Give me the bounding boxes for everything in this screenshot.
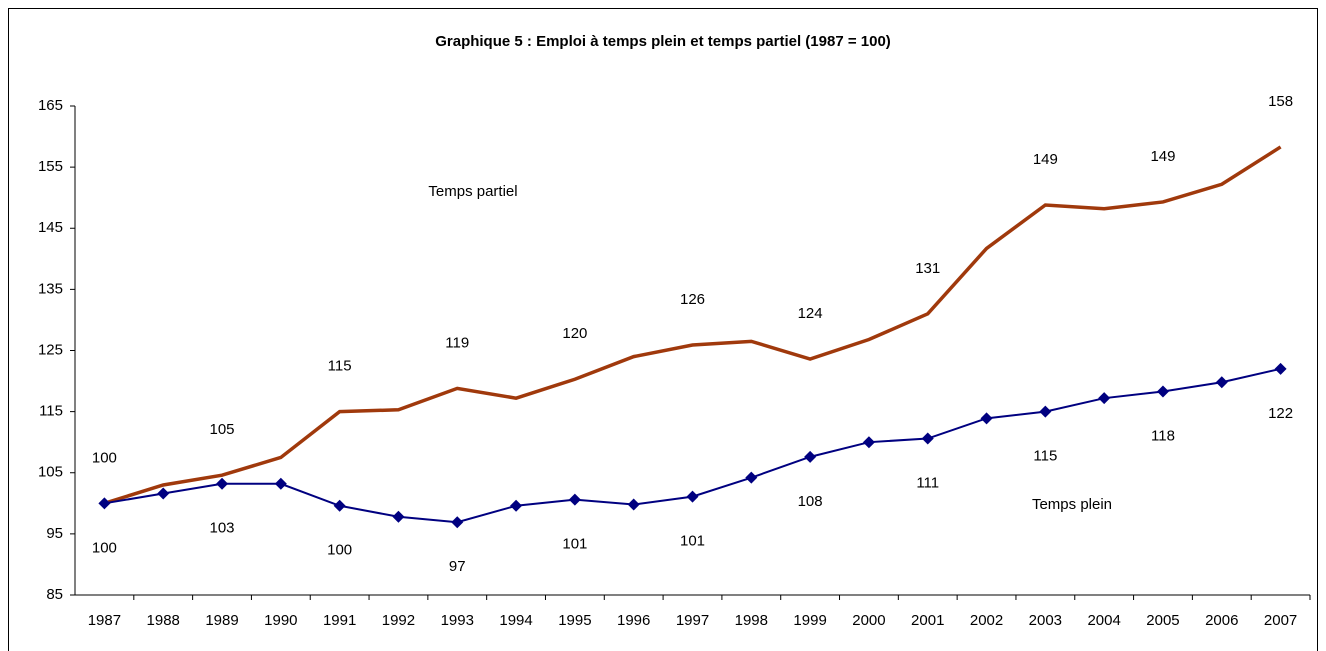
data-label: 120 — [562, 325, 587, 342]
x-tick-label: 1993 — [441, 612, 474, 629]
data-label: 100 — [92, 539, 117, 556]
data-label: 101 — [562, 536, 587, 553]
marker — [510, 499, 523, 512]
x-tick-label: 1992 — [382, 612, 415, 629]
x-tick-label: 2006 — [1205, 612, 1238, 629]
marker — [1156, 385, 1169, 398]
y-tick-label: 155 — [38, 158, 63, 175]
data-label: 105 — [210, 421, 235, 438]
data-label: 115 — [1033, 448, 1057, 465]
marker — [1274, 362, 1287, 375]
marker — [627, 498, 640, 511]
y-tick-label: 125 — [38, 341, 63, 358]
data-label: 101 — [680, 533, 705, 550]
x-tick-label: 1987 — [88, 612, 121, 629]
legend-label: Temps partiel — [428, 183, 517, 200]
marker — [921, 432, 934, 445]
marker — [157, 487, 170, 500]
x-tick-label: 2001 — [911, 612, 944, 629]
data-label: 149 — [1150, 148, 1175, 165]
y-tick-label: 95 — [46, 525, 63, 542]
marker — [274, 477, 287, 490]
data-label: 118 — [1151, 427, 1175, 444]
marker — [1039, 405, 1052, 418]
x-tick-label: 1996 — [617, 612, 650, 629]
data-label: 126 — [680, 291, 705, 308]
x-tick-label: 1989 — [205, 612, 238, 629]
marker — [392, 510, 405, 523]
x-tick-label: 2003 — [1029, 612, 1062, 629]
data-label: 103 — [210, 520, 235, 537]
x-tick-label: 1994 — [499, 612, 532, 629]
marker — [745, 471, 758, 484]
x-tick-label: 1998 — [735, 612, 768, 629]
marker — [1215, 376, 1228, 389]
data-label: 100 — [327, 542, 352, 559]
y-tick-label: 165 — [38, 97, 63, 114]
x-tick-label: 2004 — [1087, 612, 1120, 629]
marker — [451, 516, 464, 529]
data-label: 115 — [328, 358, 352, 375]
data-label: 108 — [798, 493, 823, 510]
x-tick-label: 2007 — [1264, 612, 1297, 629]
marker — [568, 493, 581, 506]
x-tick-label: 1988 — [147, 612, 180, 629]
marker — [216, 477, 229, 490]
legend-label: Temps plein — [1032, 496, 1112, 513]
data-label: 97 — [449, 558, 466, 575]
marker — [804, 450, 817, 463]
marker — [333, 499, 346, 512]
y-tick-label: 135 — [38, 280, 63, 297]
y-tick-label: 105 — [38, 464, 63, 481]
x-tick-label: 1991 — [323, 612, 356, 629]
marker — [1098, 392, 1111, 405]
data-label: 124 — [798, 305, 823, 322]
marker — [980, 412, 993, 425]
data-label: 122 — [1268, 405, 1293, 422]
data-label: 149 — [1033, 151, 1058, 168]
y-tick-label: 115 — [39, 403, 63, 420]
data-label: 131 — [915, 260, 940, 277]
x-tick-label: 1999 — [793, 612, 826, 629]
x-tick-label: 2005 — [1146, 612, 1179, 629]
x-tick-label: 1997 — [676, 612, 709, 629]
chart-border — [8, 8, 1318, 651]
data-label: 111 — [916, 474, 939, 491]
marker — [98, 497, 111, 510]
data-label: 158 — [1268, 93, 1293, 110]
marker — [862, 436, 875, 449]
y-tick-label: 85 — [46, 586, 63, 603]
x-tick-label: 2000 — [852, 612, 885, 629]
data-label: 119 — [445, 334, 469, 351]
chart-title: Graphique 5 : Emploi à temps plein et te… — [435, 33, 891, 50]
x-tick-label: 1995 — [558, 612, 591, 629]
x-tick-label: 1990 — [264, 612, 297, 629]
x-tick-label: 2002 — [970, 612, 1003, 629]
marker — [686, 490, 699, 503]
series-line — [103, 145, 1282, 505]
data-label: 100 — [92, 449, 117, 466]
y-tick-label: 145 — [38, 219, 63, 236]
